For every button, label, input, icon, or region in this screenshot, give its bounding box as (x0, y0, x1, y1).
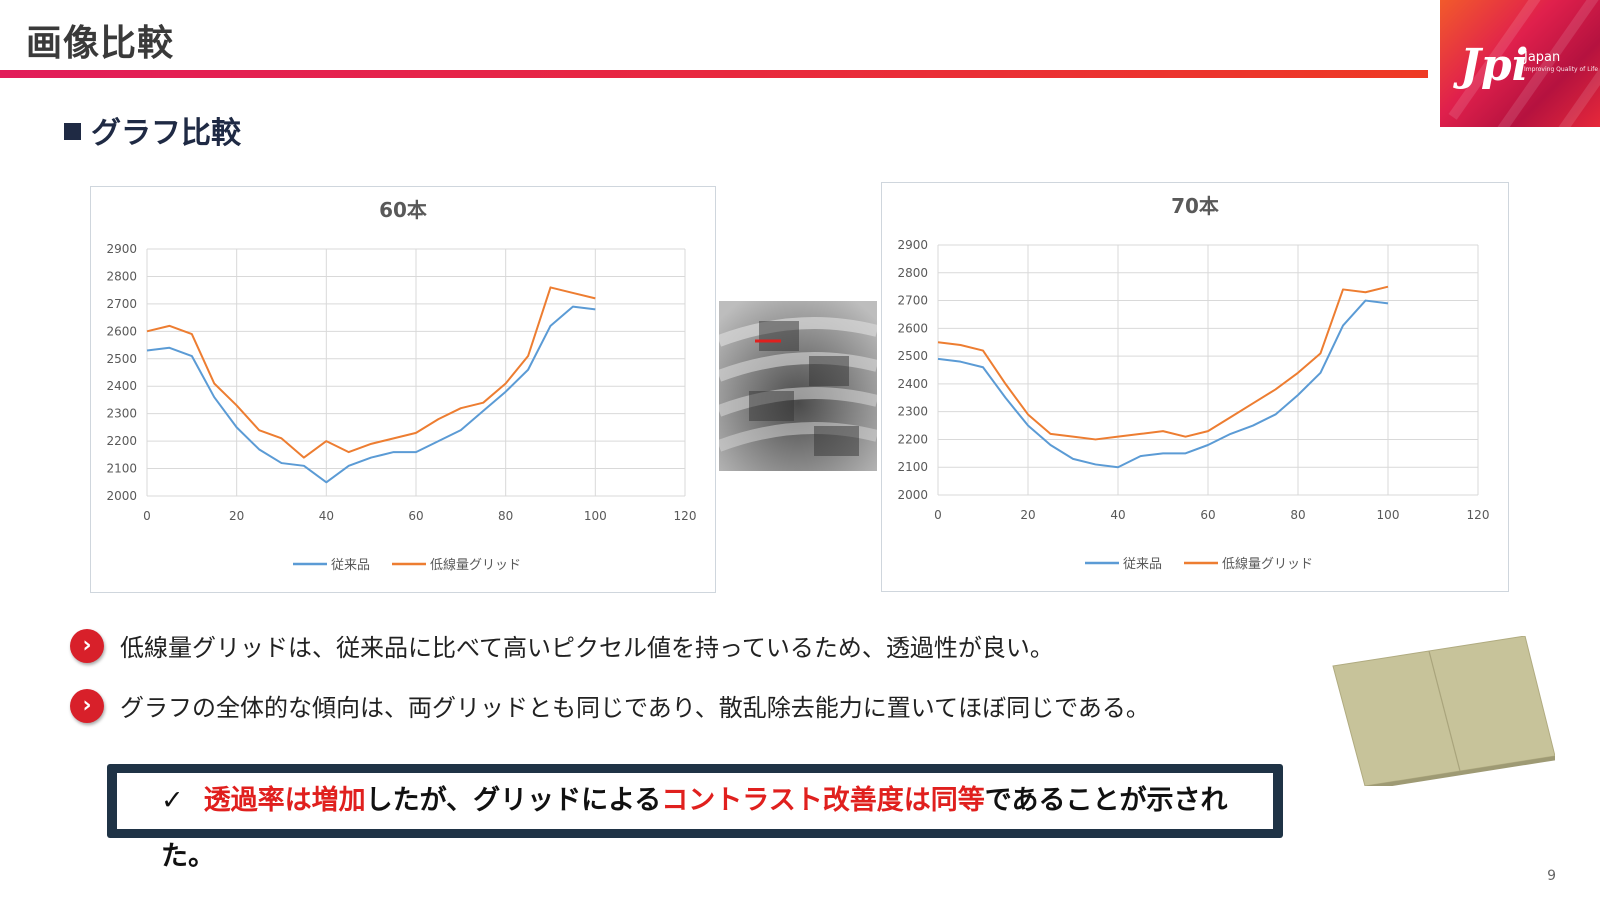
y-tick-label: 2600 (897, 321, 928, 335)
chart-70: 70本 2000 2100 2200 2300 2400 2500 2600 2700 2800 2… (881, 182, 1509, 592)
y-tick-label: 2400 (106, 379, 137, 393)
series-line (937, 299, 1389, 469)
section-heading: グラフ比較 (64, 108, 241, 152)
series-line (937, 285, 1389, 441)
x-tick-label: 100 (584, 509, 607, 523)
y-tick-label: 2500 (897, 349, 928, 363)
bullet-text: グラフの全体的な傾向は、両グリッドとも同じであり、散乱除去能力に置いてほぼ同じで… (120, 694, 1150, 722)
conclusion-text: ✓ 透過率は増加したが、グリッドによるコントラスト改善度は同等であることが示された… (116, 772, 1274, 872)
y-tick-label: 2800 (106, 269, 137, 283)
grid-panel-graphic (1332, 635, 1557, 790)
y-tick-label: 2800 (897, 266, 928, 280)
chart-title: 60本 (379, 198, 427, 222)
conclusion-highlight: コントラスト改善度は同等 (661, 785, 985, 816)
chevron-right-icon: › (70, 688, 104, 723)
legend-label: 低線量グリッド (430, 557, 521, 573)
y-tick-label: 2700 (106, 297, 137, 311)
conclusion-body: であることが示された。 (161, 785, 1228, 872)
series-line (146, 286, 596, 459)
xray-image-graphic (719, 301, 877, 471)
y-tick-label: 2400 (897, 377, 928, 391)
header-accent-bar (0, 70, 1428, 78)
x-tick-label: 120 (1467, 508, 1490, 522)
x-tick-label: 20 (1020, 508, 1035, 522)
chart-70-svg: 70本 2000 2100 2200 2300 2400 2500 2600 2700 2800 2… (897, 194, 1490, 572)
y-tick-label: 2100 (897, 460, 928, 474)
y-tick-label: 2300 (897, 405, 928, 419)
bullet-text: 低線量グリッドは、従来品に比べて高いピクセル値を持っているため、透過性が良い。 (120, 634, 1054, 662)
bullet-item: › 低線量グリッドは、従来品に比べて高いピクセル値を持っているため、透過性が良い。 (70, 628, 1054, 663)
x-tick-label: 100 (1377, 508, 1400, 522)
chart-60: 60本 2000 2100 2200 2300 2400 2500 2600 2700 2800 2… (90, 186, 716, 593)
x-tick-label: 80 (498, 509, 513, 523)
y-tick-label: 2500 (106, 352, 137, 366)
y-tick-label: 2200 (897, 432, 928, 446)
logo-mark: Jpi (1460, 40, 1529, 91)
conclusion-box: ✓ 透過率は増加したが、グリッドによるコントラスト改善度は同等であることが示された… (107, 764, 1283, 872)
legend-label: 低線量グリッド (1222, 556, 1313, 572)
x-tick-label: 60 (408, 509, 423, 523)
x-tick-label: 20 (229, 509, 244, 523)
y-tick-label: 2300 (106, 407, 137, 421)
legend-label: 従来品 (1123, 557, 1162, 572)
conclusion-highlight: 透過率は増加 (203, 785, 366, 816)
x-tick-label: 0 (934, 508, 942, 522)
y-tick-label: 2100 (106, 462, 137, 476)
section-heading-text: グラフ比較 (91, 116, 241, 151)
x-tick-label: 120 (674, 509, 697, 523)
x-tick-label: 40 (1110, 508, 1125, 522)
page-number: 9 (1547, 868, 1556, 884)
y-tick-label: 2200 (106, 434, 137, 448)
check-icon: ✓ (161, 785, 184, 816)
y-tick-label: 2900 (106, 242, 137, 256)
company-logo: Jpi Japan Improving Quality of Life (1440, 0, 1600, 127)
y-tick-label: 2000 (897, 488, 928, 502)
y-tick-label: 2700 (897, 294, 928, 308)
x-tick-label: 60 (1200, 508, 1215, 522)
x-tick-label: 40 (319, 509, 334, 523)
conclusion-body: したが、グリッドによる (365, 785, 662, 816)
chart-60-svg: 60本 2000 2100 2200 2300 2400 2500 2600 2700 2800 2… (106, 198, 697, 573)
logo-tagline: Improving Quality of Life (1524, 66, 1599, 73)
xray-image (719, 301, 877, 471)
x-tick-label: 80 (1290, 508, 1305, 522)
bullet-item: › グラフの全体的な傾向は、両グリッドとも同じであり、散乱除去能力に置いてほぼ同じ… (70, 688, 1150, 723)
x-tick-label: 0 (143, 509, 151, 523)
slide-title: 画像比較 (26, 23, 175, 64)
series-line (146, 305, 596, 484)
y-tick-label: 2000 (106, 489, 137, 503)
legend-label: 従来品 (331, 558, 370, 573)
y-tick-label: 2900 (897, 238, 928, 252)
logo-country: Japan (1524, 50, 1561, 65)
grid-panel-image (1325, 635, 1557, 790)
chevron-right-icon: › (70, 628, 104, 663)
square-bullet-icon (64, 123, 81, 140)
y-tick-label: 2600 (106, 324, 137, 338)
chart-title: 70本 (1171, 194, 1219, 218)
